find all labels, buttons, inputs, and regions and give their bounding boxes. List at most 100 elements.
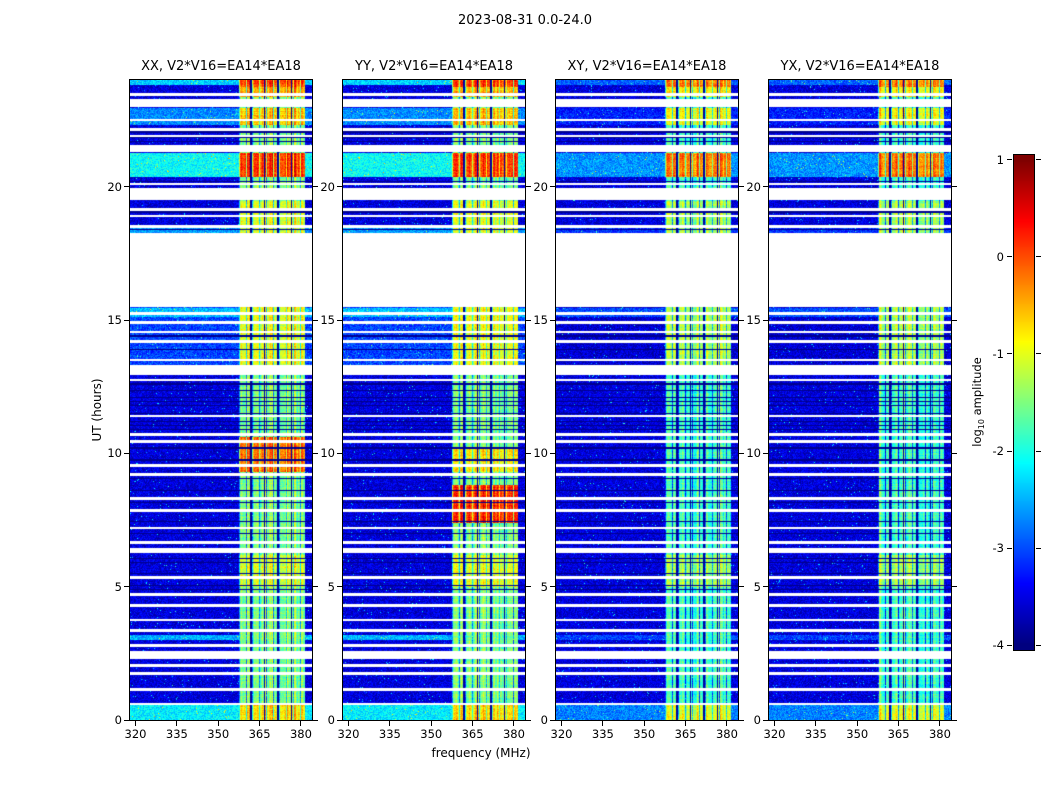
- x-tick-label: 365: [248, 727, 271, 741]
- x-tick: [389, 721, 391, 726]
- y-tick: [337, 319, 342, 321]
- x-tick: [602, 721, 604, 726]
- colorbar-tick-left: [1007, 547, 1012, 549]
- x-tick: [259, 721, 261, 726]
- x-tick: [726, 721, 728, 726]
- y-tick-label: 20: [533, 179, 548, 194]
- y-tick: [337, 586, 342, 588]
- panel-frame-xy: [555, 79, 739, 721]
- colorbar-tick-right: [1036, 644, 1041, 646]
- x-tick: [685, 721, 687, 726]
- y-tick: [124, 452, 129, 454]
- colorbar-tick-right: [1036, 450, 1041, 452]
- y-tick-right: [313, 586, 318, 588]
- x-tick-label: 335: [804, 727, 827, 741]
- y-tick: [550, 719, 555, 721]
- x-tick-label: 320: [763, 727, 786, 741]
- y-tick: [124, 586, 129, 588]
- y-tick-label: 0: [114, 713, 122, 727]
- y-tick: [550, 452, 555, 454]
- y-tick-right: [313, 719, 318, 721]
- x-tick-label: 320: [124, 727, 147, 741]
- y-tick-right: [313, 186, 318, 188]
- colorbar-label-suffix: amplitude: [969, 357, 984, 420]
- x-tick: [135, 721, 136, 726]
- x-axis-label: frequency (MHz): [431, 746, 531, 760]
- y-tick-label: 0: [540, 713, 548, 727]
- y-tick-right: [526, 186, 531, 188]
- colorbar-tick-label: -3: [992, 541, 1004, 556]
- y-tick-right: [952, 719, 957, 721]
- colorbar-tick-left: [1007, 256, 1012, 258]
- colorbar: [1013, 154, 1035, 651]
- colorbar-tick-label: -4: [992, 638, 1004, 653]
- y-tick-label: 10: [107, 446, 122, 461]
- y-tick-label: 20: [746, 179, 761, 194]
- colorbar-tick-label: 0: [996, 249, 1004, 264]
- y-tick-label: 5: [327, 579, 335, 594]
- colorbar-tick-label: -1: [992, 346, 1004, 361]
- y-tick-right: [952, 319, 957, 321]
- figure-title: 2023-08-31 0.0-24.0: [458, 13, 592, 28]
- y-tick-right: [526, 452, 531, 454]
- x-tick: [643, 721, 645, 726]
- heatmap-yy: [343, 80, 525, 720]
- panel-title-yy: YY, V2*V16=EA14*EA18: [355, 59, 513, 74]
- panel-frame-yx: [768, 79, 952, 721]
- x-tick: [348, 721, 349, 726]
- colorbar-tick-left: [1007, 450, 1012, 452]
- colorbar-gradient: [1014, 155, 1034, 650]
- x-tick-label: 380: [289, 727, 312, 741]
- y-tick: [550, 319, 555, 321]
- y-tick-label: 0: [753, 713, 761, 727]
- y-tick-label: 5: [114, 579, 122, 594]
- y-tick: [124, 319, 129, 321]
- y-tick-label: 0: [327, 713, 335, 727]
- y-tick-label: 5: [753, 579, 761, 594]
- y-tick: [763, 452, 768, 454]
- y-tick-right: [952, 452, 957, 454]
- x-tick-label: 335: [165, 727, 188, 741]
- heatmap-xy: [556, 80, 738, 720]
- y-tick-right: [952, 586, 957, 588]
- y-tick-right: [739, 719, 744, 721]
- x-tick-label: 320: [550, 727, 573, 741]
- x-tick: [430, 721, 432, 726]
- x-tick-label: 380: [715, 727, 738, 741]
- colorbar-tick-right: [1036, 353, 1041, 355]
- x-tick-label: 365: [887, 727, 910, 741]
- panel-title-xx: XX, V2*V16=EA14*EA18: [141, 59, 301, 74]
- colorbar-label: log10 amplitude: [970, 357, 986, 447]
- x-tick-label: 380: [928, 727, 951, 741]
- x-tick: [774, 721, 775, 726]
- y-tick-label: 20: [320, 179, 335, 194]
- y-tick-label: 15: [107, 313, 122, 327]
- x-tick: [513, 721, 515, 726]
- x-tick-label: 350: [207, 727, 230, 741]
- y-tick: [337, 186, 342, 188]
- y-tick-right: [739, 586, 744, 588]
- x-tick-label: 335: [378, 727, 401, 741]
- colorbar-label-prefix: log: [969, 429, 984, 447]
- y-tick-label: 20: [107, 179, 122, 194]
- x-tick: [472, 721, 474, 726]
- y-tick-right: [313, 319, 318, 321]
- colorbar-tick-left: [1007, 644, 1012, 646]
- x-tick-label: 380: [502, 727, 525, 741]
- y-tick-right: [739, 452, 744, 454]
- y-tick: [763, 586, 768, 588]
- y-tick: [550, 586, 555, 588]
- y-tick-right: [526, 586, 531, 588]
- panel-frame-xx: [129, 79, 313, 721]
- y-tick-label: 5: [540, 579, 548, 594]
- y-tick-right: [739, 319, 744, 321]
- y-tick: [124, 186, 129, 188]
- colorbar-tick-right: [1036, 159, 1041, 161]
- panel-title-xy: XY, V2*V16=EA14*EA18: [567, 59, 727, 74]
- x-tick: [856, 721, 858, 726]
- heatmap-yx: [769, 80, 951, 720]
- y-tick-right: [526, 319, 531, 321]
- y-tick-right: [526, 719, 531, 721]
- x-tick-label: 365: [461, 727, 484, 741]
- y-tick: [550, 186, 555, 188]
